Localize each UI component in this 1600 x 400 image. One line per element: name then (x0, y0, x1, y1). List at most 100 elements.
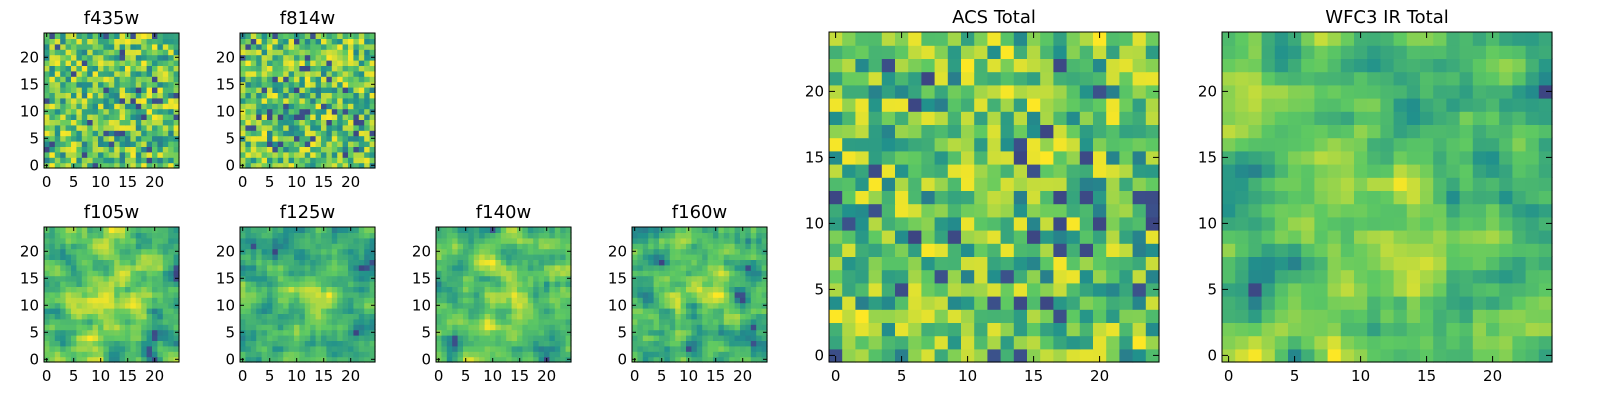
heatmap-cell (1367, 269, 1381, 284)
heatmap-cell (108, 33, 115, 39)
heatmap-cell (750, 291, 757, 298)
heatmap-cell (240, 130, 246, 137)
heatmap-cell (168, 49, 175, 56)
heatmap-cell (1472, 309, 1487, 323)
heatmap-cell (114, 60, 121, 66)
heatmap-cell (1261, 203, 1276, 218)
heatmap-cell (141, 340, 148, 347)
heatmap-cell (369, 124, 376, 131)
heatmap-cell (1040, 216, 1054, 231)
heatmap-cell (331, 114, 338, 120)
heatmap-cell (1525, 203, 1540, 218)
heatmap-cell (1066, 309, 1081, 323)
heatmap-cell (500, 286, 507, 293)
heatmap-cell (364, 54, 371, 61)
heatmap-cell (1406, 256, 1421, 271)
heatmap-cell (740, 259, 746, 266)
heatmap-cell (691, 291, 698, 298)
heatmap-cell (1093, 164, 1107, 178)
heatmap-cell (71, 146, 77, 153)
heatmap-cell (331, 308, 338, 314)
heatmap-cell (162, 345, 169, 352)
heatmap-cell (310, 97, 317, 104)
heatmap-cell (1040, 150, 1054, 165)
heatmap-cell (135, 340, 142, 347)
heatmap-cell (60, 281, 67, 287)
heatmap-cell (304, 248, 311, 255)
heatmap-cell (1079, 71, 1094, 86)
heatmap-cell (364, 135, 371, 142)
heatmap-cell (146, 243, 153, 250)
heatmap-cell (490, 248, 496, 255)
heatmap-cell (65, 54, 72, 61)
heatmap-cell (527, 297, 534, 304)
heatmap-cell (87, 146, 94, 153)
heatmap-cell (1433, 256, 1447, 271)
heatmap-cell (974, 269, 988, 284)
heatmap-cell (855, 98, 870, 112)
heatmap-cell (729, 291, 736, 298)
heatmap-cell (745, 340, 752, 347)
heatmap-cell (152, 146, 158, 153)
heatmap-cell (299, 162, 306, 169)
heatmap-cell (141, 87, 148, 93)
heatmap-cell (114, 335, 121, 341)
heatmap-cell (54, 281, 61, 287)
heatmap-cell (54, 43, 61, 50)
heatmap-cell (1525, 322, 1540, 337)
heatmap-cell (337, 130, 344, 137)
heatmap-cell (125, 146, 131, 153)
heatmap-cell (1459, 230, 1474, 244)
heatmap-cell (141, 275, 148, 282)
heatmap-cell (353, 286, 360, 293)
heatmap-cell (500, 351, 507, 358)
heatmap-cell (637, 308, 644, 314)
heatmap-cell (141, 324, 148, 331)
heatmap-cell (81, 227, 88, 233)
heatmap-cell (500, 345, 507, 352)
heatmap-cell (141, 130, 148, 137)
heatmap-cell (76, 76, 83, 83)
heatmap-cell (961, 322, 975, 337)
heatmap-cell (87, 49, 94, 56)
heatmap-cell (256, 49, 263, 56)
heatmap-cell (358, 264, 365, 271)
heatmap-cell (829, 309, 843, 323)
heatmap-cell (707, 248, 714, 255)
heatmap-cell (168, 33, 175, 39)
heatmap-cell (173, 141, 180, 147)
heatmap-cell (707, 291, 714, 298)
heatmap-cell (71, 157, 77, 164)
heatmap-cell (76, 281, 83, 287)
heatmap-cell (745, 237, 752, 244)
heatmap-cell (734, 308, 741, 314)
heatmap-cell (103, 264, 110, 271)
heatmap-cell (696, 302, 703, 309)
heatmap-cell (168, 248, 175, 255)
heatmap-cell (272, 345, 279, 352)
heatmap-cell (495, 356, 502, 363)
heatmap-cell (908, 216, 922, 231)
heatmap-cell (707, 264, 714, 271)
heatmap-cell (44, 114, 50, 120)
heatmap-cell (696, 318, 703, 325)
heatmap-cell (162, 275, 169, 282)
heatmap-cell (337, 254, 344, 260)
heatmap-cell (560, 340, 567, 347)
heatmap-cell (348, 237, 354, 244)
heatmap-cell (49, 92, 56, 99)
heatmap-cell (1472, 348, 1487, 363)
heatmap-cell (130, 232, 137, 239)
heatmap-cell (1066, 203, 1081, 218)
heatmap-cell (1499, 256, 1513, 271)
x-tick-label: 0 (831, 367, 841, 385)
heatmap-cell (961, 269, 975, 284)
heatmap-cell (71, 124, 77, 131)
heatmap-cell (500, 270, 507, 277)
heatmap-cell (76, 286, 83, 293)
heatmap-cell (686, 329, 692, 336)
heatmap-cell (71, 270, 77, 277)
x-tick-label: 5 (657, 367, 667, 385)
heatmap-cell (294, 232, 300, 239)
heatmap-cell (337, 92, 344, 99)
